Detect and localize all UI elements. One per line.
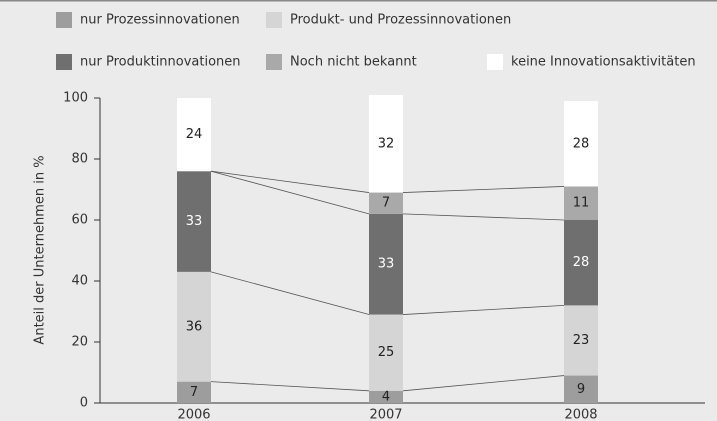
y-tick-label: 0	[80, 396, 88, 411]
value-label: 24	[186, 127, 203, 142]
bar-segment	[369, 390, 403, 403]
bar-segment	[369, 213, 403, 315]
x-tick-label: 2007	[369, 408, 402, 421]
connector	[402, 213, 565, 221]
value-label: 25	[378, 345, 395, 360]
bar-segment	[564, 101, 598, 187]
connector	[210, 271, 370, 315]
legend-label: keine Innovationsaktivitäten	[511, 55, 696, 70]
value-label: 33	[186, 214, 203, 229]
x-tick-label: 2008	[564, 408, 597, 421]
connector	[402, 375, 565, 392]
bar-segment	[369, 314, 403, 391]
connector	[210, 170, 370, 215]
legend-label: nur Produktinnovationen	[80, 55, 241, 70]
y-axis-label: Anteil der Unternehmen in %	[33, 155, 48, 344]
bar-segment	[177, 271, 211, 382]
bar-segment	[564, 375, 598, 403]
y-tick-label: 100	[63, 91, 88, 106]
y-tick-label: 40	[71, 274, 88, 289]
value-label: 9	[577, 382, 585, 397]
y-tick-label: 20	[71, 335, 88, 350]
value-label: 4	[382, 389, 390, 404]
connector	[402, 305, 565, 315]
legend-swatch	[266, 12, 282, 28]
x-tick-label: 2006	[177, 408, 210, 421]
bar-segment	[564, 305, 598, 376]
legend-label: Produkt- und Prozessinnovationen	[290, 13, 511, 28]
bar-segment	[177, 381, 211, 403]
legend-label: nur Prozessinnovationen	[80, 13, 240, 28]
legend-label: Noch nicht bekannt	[290, 55, 417, 70]
value-label: 36	[186, 319, 203, 334]
value-label: 23	[573, 333, 590, 348]
connector	[210, 381, 370, 392]
bar-segment	[564, 186, 598, 220]
y-tick-label: 60	[71, 213, 88, 228]
bar-segment	[369, 192, 403, 214]
value-label: 7	[382, 196, 390, 211]
value-label: 33	[378, 257, 395, 272]
bar-segment	[177, 98, 211, 172]
value-label: 28	[573, 255, 590, 270]
connector	[402, 186, 565, 193]
bar-segment	[564, 220, 598, 306]
legend-swatch	[266, 54, 282, 70]
y-tick-label: 80	[71, 152, 88, 167]
connector	[210, 170, 370, 193]
value-label: 28	[573, 136, 590, 151]
bar-segment	[177, 171, 211, 272]
value-label: 32	[378, 136, 395, 151]
value-label: 11	[573, 196, 590, 211]
bar-segment	[369, 94, 403, 193]
legend-swatch	[487, 54, 503, 70]
legend-swatch	[56, 12, 72, 28]
value-label: 7	[190, 385, 198, 400]
legend-swatch	[56, 54, 72, 70]
